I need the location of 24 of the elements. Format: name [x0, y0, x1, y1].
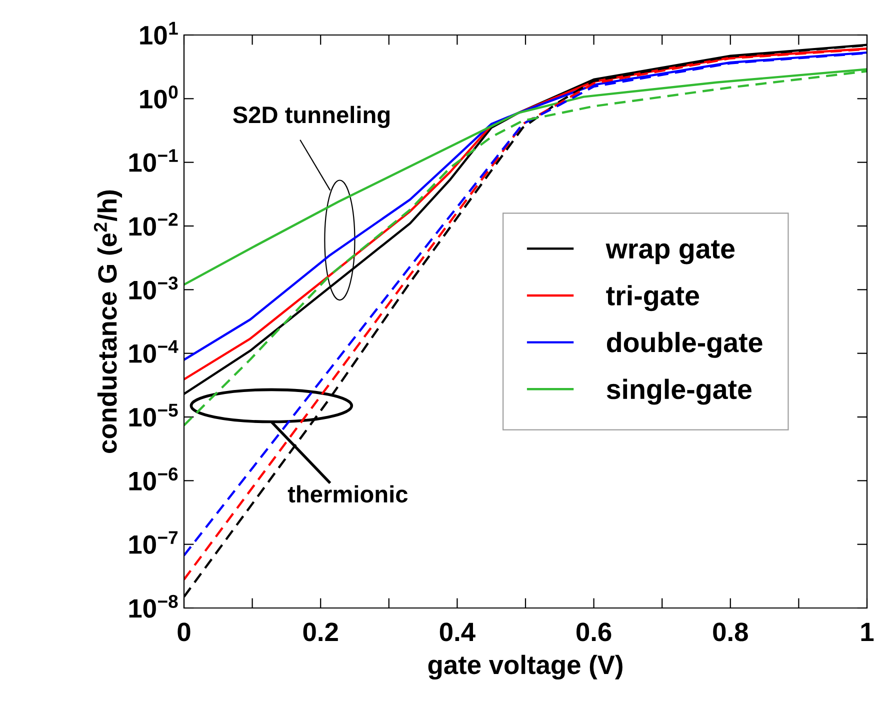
- y-tick-label: 10$^{−7}$: [129, 531, 178, 554]
- legend-label: single-gate: [606, 378, 752, 405]
- annotation: S2D tunneling: [233, 106, 390, 128]
- x-tick-label: 0.4: [440, 622, 476, 642]
- x-tick-label: 0.2: [303, 622, 338, 642]
- legend-label: tri-gate: [606, 285, 700, 312]
- x-tick-label: 0.6: [576, 622, 612, 642]
- legend-label: wrap gate: [606, 240, 735, 264]
- y-tick-label: 10$^{1}$: [140, 22, 178, 45]
- y-tick-label: 10$^{−3}$: [129, 276, 178, 300]
- y-axis-title: conductance G (e$^{2}$/h): [94, 190, 122, 453]
- annotation: thermionic: [288, 485, 408, 503]
- y-tick-label: 10$^{0}$: [140, 86, 178, 108]
- x-axis-title: gate voltage (V): [428, 654, 622, 680]
- y-tick-label: 10$^{−8}$: [129, 594, 178, 618]
- legend-label: double-gate: [606, 332, 762, 358]
- y-tick-label: 10$^{−4}$: [129, 340, 178, 363]
- y-tick-label: 10$^{−5}$: [129, 404, 178, 427]
- x-tick-label: 0: [178, 622, 190, 642]
- y-tick-label: 10$^{−2}$: [129, 212, 178, 236]
- x-tick-label: 0.8: [713, 622, 748, 642]
- y-tick-label: 10$^{−6}$: [129, 468, 178, 490]
- y-tick-label: 10$^{−1}$: [129, 149, 178, 172]
- x-tick-label: 1: [861, 622, 874, 642]
